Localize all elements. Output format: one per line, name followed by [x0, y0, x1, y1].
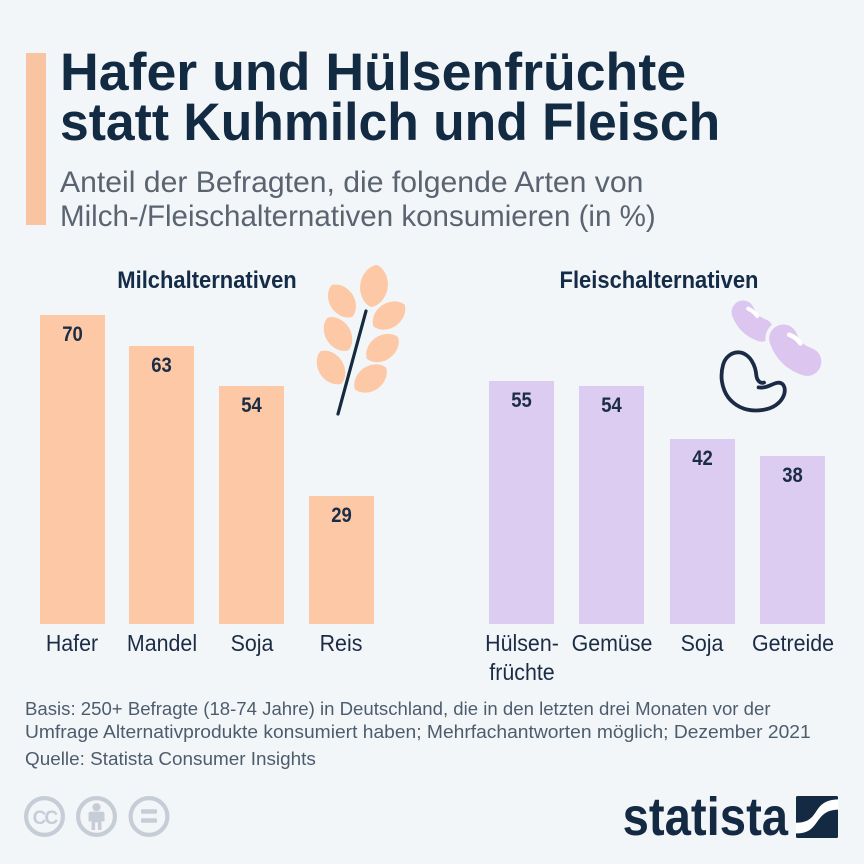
- footer-basis-note: Basis: 250+ Befragte (18-74 Jahre) in De…: [25, 699, 811, 744]
- bar-value-label: 54: [241, 394, 262, 417]
- title-line2: statt Kuhmilch und Fleisch: [60, 93, 721, 152]
- statista-logo-mark: [796, 796, 838, 838]
- bar-value-label: 29: [331, 504, 352, 527]
- bar-value-label: 38: [782, 464, 803, 487]
- bar-milk-hafer: 70: [39, 315, 105, 624]
- attribution-icon: [75, 796, 117, 837]
- title-accent-bar: [26, 53, 46, 225]
- bar-value-label: 70: [61, 323, 83, 346]
- group-title-meat: Fleischalternativen: [559, 266, 759, 294]
- basis-line1: Basis: 250+ Befragte (18-74 Jahre) in De…: [25, 699, 771, 720]
- bar-category-label: Soja: [680, 630, 724, 656]
- bean-outlined: [719, 350, 787, 413]
- bar-category-label: Gemüse: [571, 630, 653, 656]
- subtitle-line1: Anteil der Befragten, die folgende Arten…: [60, 166, 644, 199]
- footer-source: Quelle: Statista Consumer Insights: [25, 748, 316, 771]
- statista-logo: statista: [599, 787, 838, 847]
- bar-milk-soja: 54: [219, 386, 285, 624]
- bar-milk-mandel: 63: [129, 346, 195, 624]
- license-icons: CC: [24, 796, 170, 837]
- bar-milk-reis: 29: [308, 496, 374, 624]
- bean-small-filled: [731, 300, 774, 342]
- oat-sprig-icon: [309, 263, 410, 416]
- bar-value-label: 55: [511, 389, 532, 412]
- subtitle-line2: Milch-/Fleischalternativen konsumieren (…: [60, 200, 656, 234]
- bar-category-label: Hafer: [45, 630, 99, 656]
- bar-category-label: Mandel: [126, 630, 197, 656]
- title-line1: Hafer und Hülsenfrüchte: [60, 43, 687, 102]
- bar-category-label: Reis: [319, 630, 363, 656]
- group-title-milk: Milchalternativen: [117, 266, 298, 294]
- page-title: Hafer und Hülsenfrüchte statt Kuhmilch u…: [60, 46, 731, 152]
- basis-line2: Umfrage Alternativprodukte konsumiert ha…: [25, 721, 811, 743]
- bar-meat-hülsenfrüchte: 55: [489, 381, 554, 624]
- beans-icon: [719, 300, 826, 413]
- source-line: Quelle: Statista Consumer Insights: [25, 749, 316, 770]
- bean-large-filled: [765, 320, 826, 380]
- bar-value-label: 42: [692, 447, 713, 470]
- bar-meat-soja: 42: [669, 439, 735, 624]
- cc-icon: [24, 796, 65, 837]
- oat-stem: [336, 309, 368, 416]
- cc-label: CC: [33, 808, 59, 829]
- statista-logo-text: statista: [622, 787, 788, 847]
- page-subtitle: Anteil der Befragten, die folgende Arten…: [60, 166, 661, 235]
- bar-category-label: Hülsen- früchte: [484, 630, 559, 685]
- bar-meat-gemüse: 54: [579, 386, 645, 624]
- bar-meat-getreide: 38: [760, 456, 826, 624]
- no-derivatives-icon: [128, 796, 170, 837]
- bar-value-label: 54: [601, 394, 623, 417]
- bar-category-label: Getreide: [751, 630, 834, 656]
- bar-category-label: Soja: [230, 630, 274, 656]
- bar-value-label: 63: [151, 354, 173, 377]
